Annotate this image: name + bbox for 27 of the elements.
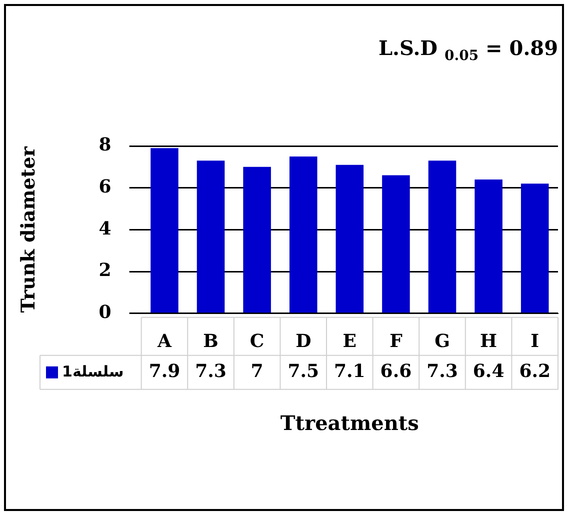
- y-tick-label: 8: [98, 134, 112, 156]
- x-tick-label: G: [434, 330, 450, 352]
- data-label: 7.5: [288, 361, 320, 382]
- y-tick-label: 6: [98, 176, 112, 198]
- x-tick-label: F: [390, 330, 403, 352]
- data-label: 7.9: [148, 361, 180, 382]
- x-tick-label: B: [203, 330, 218, 352]
- data-label: 7.3: [195, 361, 226, 382]
- data-label: 6.2: [519, 361, 551, 382]
- x-tick-label: D: [296, 330, 312, 352]
- data-label: 6.6: [380, 361, 412, 382]
- x-tick-label: I: [530, 330, 540, 352]
- data-label: 7.3: [426, 361, 458, 382]
- text: L.S.D $_{0.05}$ = 0.89: [378, 36, 558, 64]
- x-tick-label: A: [156, 330, 172, 352]
- x-tick-label: H: [480, 330, 498, 352]
- x-tick-label: C: [250, 330, 264, 352]
- data-label: 7: [250, 361, 264, 382]
- y-tick-label: 4: [98, 218, 112, 240]
- data-label: 6.4: [472, 361, 504, 382]
- legend-label: سلسلة1: [62, 362, 124, 380]
- y-tick-label: 0: [98, 302, 112, 324]
- x-axis-title: Ttreatments: [280, 411, 419, 436]
- data-label: 7.1: [334, 361, 366, 382]
- y-tick-label: 2: [98, 260, 112, 282]
- y-axis-title: Trunk diameter: [17, 146, 40, 313]
- x-tick-label: E: [342, 330, 357, 352]
